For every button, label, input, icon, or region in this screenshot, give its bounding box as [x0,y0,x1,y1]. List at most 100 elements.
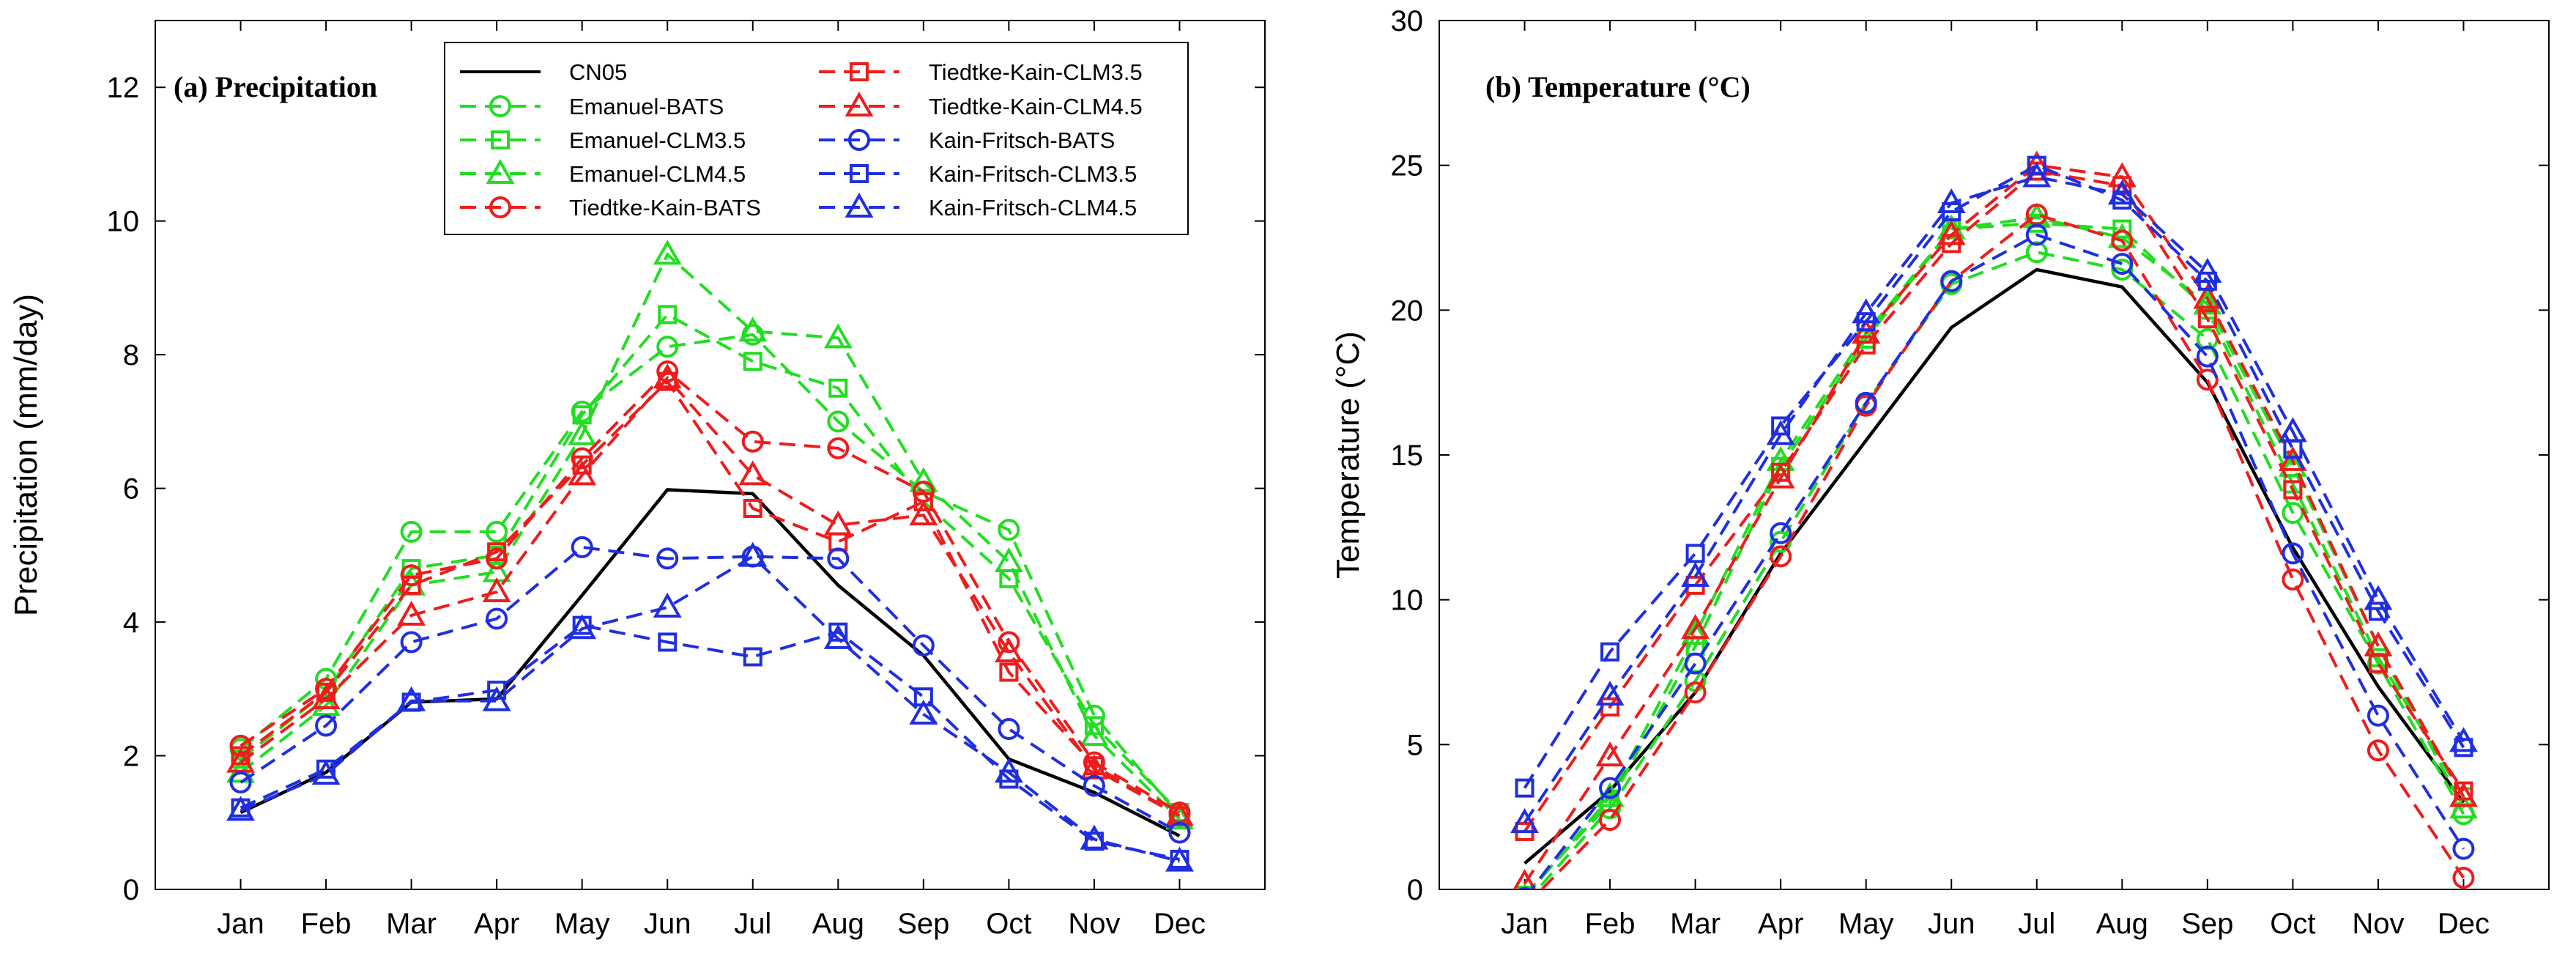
point-tiedtke-kain-bats [2196,369,2219,391]
point-kain-fritsch-bats [1684,652,1707,675]
point-tiedtke-kain-clm3-5 [743,498,762,518]
point-kain-fritsch-clm3-5 [1600,642,1620,662]
point-kain-fritsch-clm4-5 [226,796,255,821]
point-kain-fritsch-clm3-5 [1771,416,1791,436]
y-tick-label: 10 [1391,585,1424,617]
point-kain-fritsch-clm4-5 [823,623,853,649]
series-line-emanuel-clm4-5 [1529,215,2465,889]
point-kain-fritsch-bats [2196,345,2219,368]
point-kain-fritsch-clm4-5 [1852,298,1881,324]
point-kain-fritsch-clm4-5 [738,541,768,567]
point-kain-fritsch-clm4-5 [2107,179,2137,205]
point-kain-fritsch-clm4-5 [1766,420,1795,445]
point-kain-fritsch-bats [998,718,1020,741]
point-tiedtke-kain-bats [400,564,423,587]
point-kain-fritsch-bats [315,714,338,737]
point-kain-fritsch-clm4-5 [909,699,938,725]
point-emanuel-clm4-5 [1766,445,1795,471]
point-kain-fritsch-bats [2452,837,2475,860]
point-kain-fritsch-clm4-5 [994,758,1023,783]
point-emanuel-clm4-5 [311,691,341,717]
x-tick-label: May [554,908,610,940]
point-tiedtke-kain-bats [741,430,764,453]
point-emanuel-clm3-5 [743,352,762,371]
legend-box [444,42,1189,235]
point-tiedtke-kain-clm3-5 [401,575,421,595]
legend-marker-emanuel-clm3-5 [491,130,510,149]
point-kain-fritsch-bats [2025,223,2048,246]
point-emanuel-clm4-5 [1937,214,1966,240]
x-tick-label: Sep [897,908,949,940]
series-line-tiedtke-kain-bats [240,369,1181,814]
series-line-tiedtke-kain-clm3-5 [240,379,1181,818]
point-kain-fritsch-clm4-5 [568,614,597,640]
series-line-tiedtke-kain-clm3-5 [1523,169,2465,833]
point-tiedtke-kain-clm4-5 [1681,614,1710,640]
y-tick-label: 12 [107,72,140,104]
x-tick-label: Oct [2270,908,2315,940]
point-tiedtke-kain-clm4-5 [1080,754,1109,780]
legend-label-tiedtke-kain-clm4-5: Tiedtke-Kain-CLM4.5 [929,94,1143,119]
point-kain-fritsch-clm4-5 [482,686,511,711]
point-kain-fritsch-clm3-5 [1515,778,1534,798]
x-tick-label: Jan [1501,908,1548,940]
point-kain-fritsch-bats [2282,542,2304,565]
point-kain-fritsch-bats [2367,704,2389,727]
point-tiedtke-kain-clm4-5 [2107,162,2137,188]
legend-label-kain-fritsch-clm4-5: Kain-Fritsch-CLM4.5 [929,195,1137,221]
legend-label-kain-fritsch-clm3-5: Kain-Fritsch-CLM3.5 [929,161,1137,187]
series-line-cn05 [240,488,1181,838]
point-kain-fritsch-bats [827,547,850,570]
x-tick-label: Aug [812,908,864,940]
point-kain-fritsch-clm4-5 [2364,585,2393,610]
x-tick-label: Apr [474,908,519,940]
x-tick-label: Mar [386,908,437,940]
point-kain-fritsch-clm4-5 [1165,846,1194,872]
x-tick-label: Sep [2181,908,2233,940]
point-tiedtke-kain-clm3-5 [2283,480,2303,500]
point-tiedtke-kain-clm4-5 [823,510,853,536]
point-emanuel-clm3-5 [2027,213,2046,233]
x-tick-label: Nov [1068,908,1120,940]
series-line-tiedtke-kain-clm4-5 [240,376,1181,818]
point-tiedtke-kain-clm4-5 [1852,318,1881,344]
point-kain-fritsch-bats [1518,886,1532,889]
point-kain-fritsch-clm4-5 [1681,562,1710,588]
point-emanuel-clm4-5 [1080,721,1109,747]
point-emanuel-clm4-5 [2278,451,2307,477]
point-tiedtke-kain-bats [827,437,850,459]
point-emanuel-clm4-5 [994,547,1023,572]
legend-marker-emanuel-bats [489,95,511,117]
y-tick-label: 20 [1391,295,1424,327]
point-emanuel-bats [656,336,679,358]
y-tick-label: 5 [1407,729,1423,761]
legend-marker-tiedtke-kain-clm4-5 [845,91,874,116]
point-emanuel-bats [2282,502,2304,525]
point-tiedtke-kain-clm4-5 [653,363,682,389]
x-tick-label: Feb [1585,908,1636,940]
point-tiedtke-kain-clm4-5 [482,577,511,603]
point-tiedtke-kain-bats [998,631,1020,653]
x-tick-label: Aug [2096,908,2148,940]
series-line-kain-fritsch-bats [240,545,1181,834]
y-tick-label: 10 [107,206,140,238]
series-line-tiedtke-kain-bats [1540,212,2465,889]
series-line-cn05 [1523,267,2465,865]
point-tiedtke-kain-bats [2367,739,2389,762]
legend-label-tiedtke-kain-bats: Tiedtke-Kain-BATS [569,195,761,221]
point-kain-fritsch-bats [1168,821,1191,844]
point-kain-fritsch-clm4-5 [1937,188,1966,214]
point-kain-fritsch-bats [400,631,423,653]
point-kain-fritsch-clm4-5 [2278,417,2307,443]
point-kain-fritsch-clm4-5 [2022,162,2052,188]
point-tiedtke-kain-clm4-5 [311,684,341,709]
point-tiedtke-kain-clm4-5 [1512,869,1537,889]
legend-label-emanuel-clm4-5: Emanuel-CLM4.5 [569,161,746,187]
x-tick-label: Dec [1154,908,1206,940]
point-kain-fritsch-bats [486,607,508,630]
point-emanuel-clm4-5 [2107,223,2137,248]
point-kain-fritsch-bats [1940,270,1963,292]
point-kain-fritsch-clm4-5 [1080,824,1109,850]
point-kain-fritsch-clm4-5 [397,686,426,711]
